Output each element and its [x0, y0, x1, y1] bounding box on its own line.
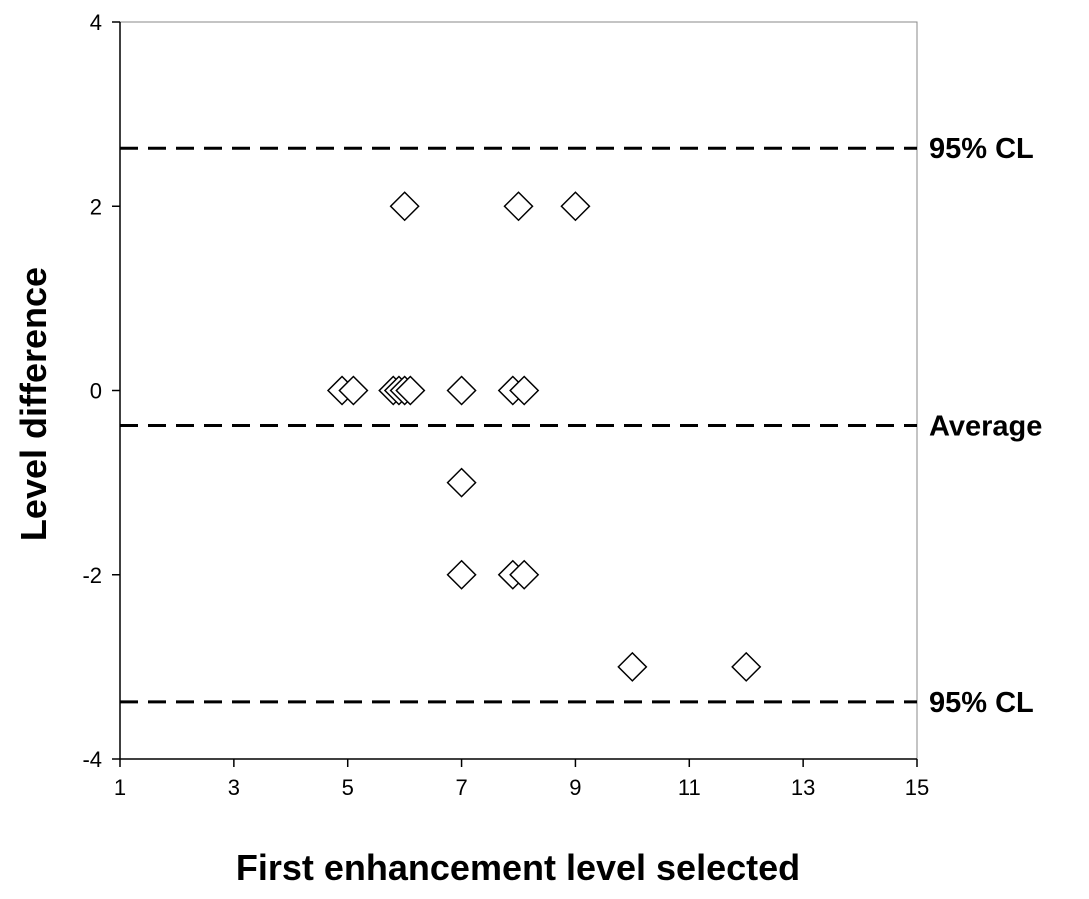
x-tick-label: 15	[905, 775, 929, 800]
y-tick-label: 0	[90, 379, 102, 404]
x-tick-label: 1	[114, 775, 126, 800]
data-point	[395, 375, 426, 406]
data-point	[509, 375, 540, 406]
data-point	[509, 559, 540, 590]
y-tick-label: 4	[90, 10, 102, 35]
data-points	[326, 191, 762, 682]
data-point	[389, 191, 420, 222]
x-axis-title: First enhancement level selected	[236, 847, 800, 888]
x-tick-label: 5	[342, 775, 354, 800]
reference-line-label: 95% CL	[929, 133, 1034, 165]
data-point	[338, 375, 369, 406]
reference-line-label: Average	[929, 411, 1042, 443]
x-tick-label: 13	[791, 775, 815, 800]
data-point	[560, 191, 591, 222]
reference-lines: 95% CL Average 95% CL	[120, 133, 1042, 719]
data-point	[446, 559, 477, 590]
y-axis-title: Level difference	[13, 267, 54, 541]
x-tick-label: 11	[678, 775, 701, 800]
y-tick-label: -4	[82, 747, 102, 772]
x-tick-label: 3	[228, 775, 240, 800]
data-point	[503, 191, 534, 222]
data-point	[617, 651, 648, 682]
y-tick-label: 2	[90, 194, 102, 219]
data-point	[446, 375, 477, 406]
data-point	[446, 467, 477, 498]
x-tick-label: 9	[569, 775, 581, 800]
x-tick-label: 7	[455, 775, 467, 800]
y-tick-label: -2	[82, 563, 102, 588]
data-point	[731, 651, 762, 682]
reference-line-label: 95% CL	[929, 687, 1034, 719]
